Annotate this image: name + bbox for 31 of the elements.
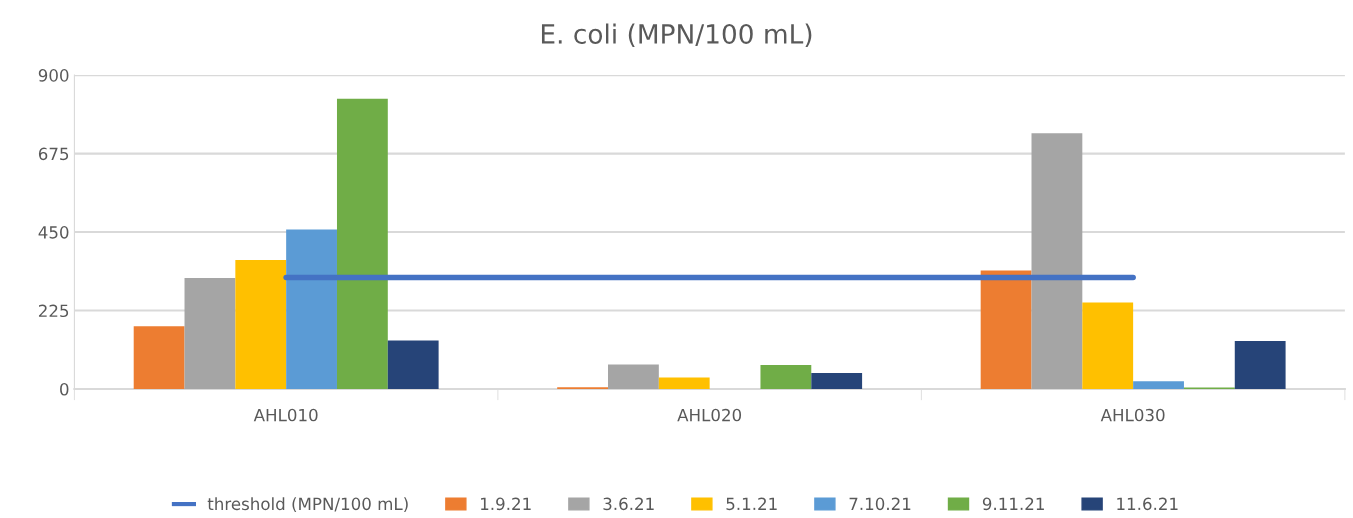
bar — [286, 229, 337, 390]
legend-label: 1.9.21 — [481, 497, 531, 511]
x-tick-label: AHL030 — [1100, 408, 1165, 422]
bar — [760, 364, 812, 390]
bar — [658, 377, 710, 390]
legend-label: 7.10.21 — [849, 497, 911, 511]
bar — [811, 372, 863, 390]
y-tick-label: 450 — [38, 226, 69, 239]
y-tick-label: 900 — [38, 69, 69, 82]
y-tick-label: 225 — [38, 304, 69, 318]
legend-label: threshold (MPN/100 mL) — [207, 497, 408, 513]
legend-label: 3.6.21 — [603, 497, 654, 511]
y-tick-label: 0 — [60, 382, 69, 396]
bar — [608, 364, 659, 390]
legend-label: 5.1.21 — [726, 497, 777, 511]
x-tick-label: AHL010 — [253, 408, 318, 422]
x-tick-label: AHL020 — [677, 408, 742, 422]
bar — [1082, 302, 1134, 390]
bar — [1133, 381, 1184, 390]
bar — [336, 98, 388, 390]
legend-label: 9.11.21 — [982, 497, 1044, 511]
chart-title: E. coli (MPN/100 mL) — [541, 23, 812, 48]
bar — [133, 326, 185, 390]
y-tick-label: 675 — [38, 147, 69, 161]
bar — [235, 259, 287, 390]
bar — [387, 340, 439, 390]
bar — [1031, 133, 1083, 390]
bar — [1234, 340, 1286, 390]
bar — [184, 278, 236, 390]
bar — [980, 270, 1032, 390]
legend-label: 11.6.21 — [1117, 497, 1178, 511]
